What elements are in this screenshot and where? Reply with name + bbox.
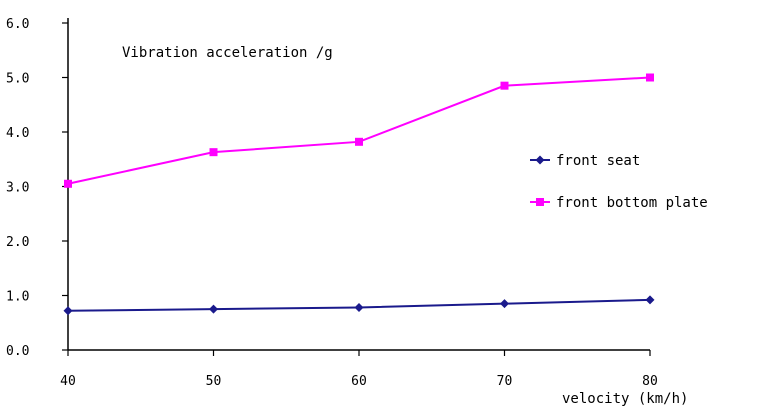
y-tick-label: 0.0 bbox=[6, 344, 29, 359]
y-tick-label: 3.0 bbox=[6, 181, 29, 196]
legend-item: front bottom plate bbox=[530, 195, 708, 211]
data-point bbox=[500, 299, 509, 309]
x-tick-label: 60 bbox=[351, 374, 367, 389]
x-tick-label: 40 bbox=[60, 374, 76, 389]
data-point bbox=[500, 81, 509, 90]
x-tick-label: 50 bbox=[206, 374, 222, 389]
data-point bbox=[64, 179, 72, 188]
x-tick-label: 70 bbox=[497, 374, 513, 389]
x-tick-label: 80 bbox=[642, 374, 658, 389]
series-layer bbox=[63, 73, 655, 316]
legend-item: front seat bbox=[530, 153, 640, 169]
y-tick-label: 4.0 bbox=[6, 126, 29, 141]
data-point bbox=[209, 148, 218, 157]
series-front-bottom-plate bbox=[64, 73, 654, 188]
y-tick-label: 6.0 bbox=[6, 17, 29, 32]
data-point bbox=[646, 73, 654, 82]
legend-swatch-marker bbox=[536, 198, 544, 206]
chart-title: Vibration acceleration /g bbox=[122, 45, 333, 61]
x-axis-label: velocity (km/h) bbox=[562, 391, 688, 407]
y-tick-label: 2.0 bbox=[6, 235, 29, 250]
axes bbox=[67, 18, 650, 351]
x-axis-ticks: 40 50 60 70 80 bbox=[60, 350, 658, 389]
series-front-seat bbox=[63, 295, 655, 316]
data-point bbox=[354, 302, 364, 312]
legend: front seat front bottom plate bbox=[530, 153, 708, 211]
y-axis-ticks: 0.0 1.0 2.0 3.0 4.0 5.0 6.0 bbox=[6, 17, 68, 359]
legend-label: front seat bbox=[556, 153, 640, 169]
legend-label: front bottom plate bbox=[556, 195, 708, 211]
data-point bbox=[209, 304, 218, 314]
y-tick-label: 1.0 bbox=[6, 290, 29, 305]
data-point bbox=[355, 137, 363, 146]
y-tick-label: 5.0 bbox=[6, 72, 29, 87]
data-point bbox=[645, 295, 655, 305]
legend-swatch-marker bbox=[535, 155, 545, 165]
data-point bbox=[63, 306, 73, 316]
